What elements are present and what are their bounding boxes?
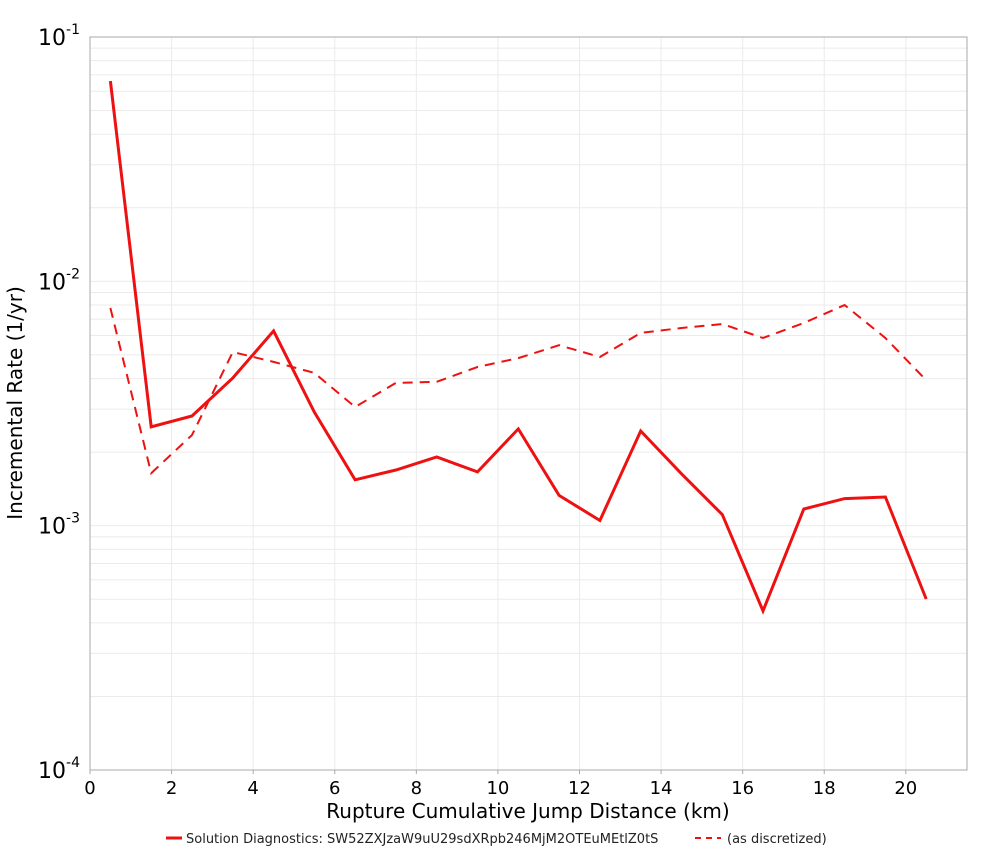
- x-tick-label: 4: [247, 778, 258, 799]
- x-tick-label: 8: [411, 778, 422, 799]
- y-axis-title: Incremental Rate (1/yr): [3, 286, 27, 519]
- series-discretized-line: [109, 303, 927, 476]
- x-tick-label: 2: [166, 778, 177, 799]
- x-tick-label: 18: [813, 778, 836, 799]
- legend-label-solution: Solution Diagnostics: SW52ZXJzaW9uU29sdX…: [186, 832, 658, 847]
- series-layer: [108, 80, 928, 615]
- x-tick-label: 0: [84, 778, 95, 799]
- y-tick-label: 10-3: [38, 511, 80, 540]
- x-tick-label: 16: [731, 778, 754, 799]
- x-tick-label: 6: [329, 778, 340, 799]
- series-solution-line: [108, 80, 928, 615]
- x-tick-label: 12: [568, 778, 591, 799]
- x-axis-ticks: 0 2 4 6 8 10 12 14 16 18 20: [84, 770, 917, 799]
- plot-frame: [89, 36, 968, 771]
- legend-label-discretized: (as discretized): [727, 832, 827, 847]
- x-tick-label: 10: [486, 778, 509, 799]
- y-tick-label: 10-1: [38, 22, 80, 51]
- x-axis-title: Rupture Cumulative Jump Distance (km): [326, 799, 729, 823]
- legend: Solution Diagnostics: SW52ZXJzaW9uU29sdX…: [166, 832, 827, 847]
- y-tick-label: 10-4: [38, 755, 80, 784]
- x-tick-label: 20: [894, 778, 917, 799]
- grid-lines: [90, 37, 967, 770]
- x-tick-label: 14: [650, 778, 673, 799]
- y-tick-label: 10-2: [38, 266, 80, 295]
- y-axis-ticks: 10-1 10-2 10-3 10-4: [38, 22, 80, 784]
